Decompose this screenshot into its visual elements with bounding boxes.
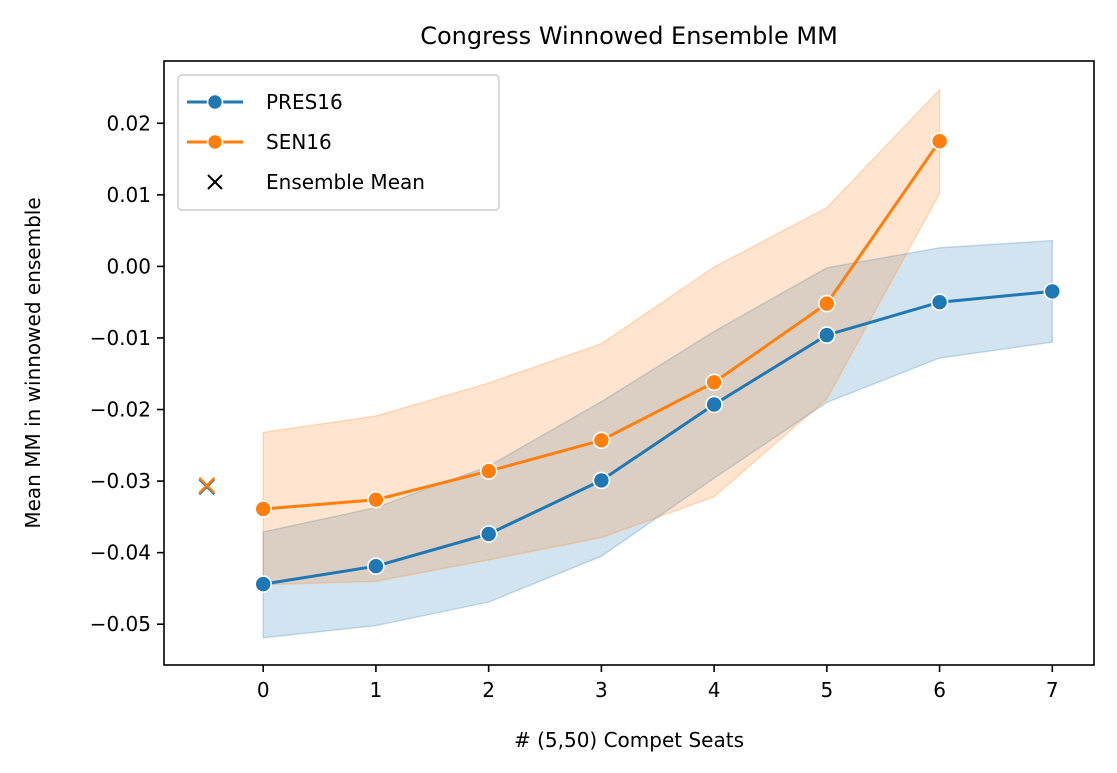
x-tick-label-3: 3 [595, 678, 608, 702]
y-tick-label-2: −0.03 [90, 469, 151, 493]
x-tick-label-7: 7 [1046, 678, 1059, 702]
legend-box [177, 74, 500, 211]
legend-sen16-marker [206, 133, 224, 151]
point-pres16-6 [930, 293, 949, 312]
point-sen16-0 [254, 500, 273, 518]
legend-ensemble-label: Ensemble Mean [266, 170, 425, 194]
confidence-bands [262, 87, 1053, 639]
legend-pres16-marker [206, 93, 224, 111]
point-sen16-5 [817, 294, 836, 313]
series-points [254, 132, 1062, 593]
point-pres16-0 [254, 575, 273, 593]
x-axis-label: # (5,50) Compet Seats [514, 728, 744, 752]
legend-sen16-label: SEN16 [266, 130, 332, 154]
y-tick-label-7: 0.02 [106, 111, 151, 135]
point-pres16-1 [367, 557, 385, 576]
y-tick-label-6: 0.01 [106, 183, 151, 207]
y-axis-ticks: −0.05 −0.04 −0.03 −0.02 −0.01 0.00 0.01 0.02 [90, 111, 164, 636]
x-tick-label-2: 2 [482, 678, 495, 702]
x-tick-label-0: 0 [257, 678, 270, 702]
y-tick-label-0: −0.05 [90, 612, 151, 636]
point-sen16-1 [367, 490, 385, 509]
point-pres16-5 [817, 326, 836, 344]
legend: PRES16 SEN16 Ensemble Mean [177, 74, 500, 211]
x-tick-label-6: 6 [933, 678, 946, 702]
plot-frame [163, 60, 1095, 666]
point-pres16-3 [592, 471, 611, 490]
point-sen16-4 [705, 373, 723, 392]
y-tick-label-5: 0.00 [106, 254, 151, 278]
band-sen16 [262, 87, 941, 586]
point-sen16-2 [479, 462, 498, 480]
chart-title: Congress Winnowed Ensemble MM [420, 22, 838, 50]
point-pres16-4 [705, 395, 723, 414]
band-pres16 [262, 239, 1053, 639]
point-pres16-7 [1043, 282, 1062, 301]
y-tick-label-4: −0.01 [90, 326, 151, 350]
legend-entry-ensemble-mean: Ensemble Mean [207, 170, 425, 194]
ensemble-mean-markers [198, 477, 216, 496]
y-tick-label-1: −0.04 [90, 541, 151, 565]
point-sen16-3 [592, 431, 611, 450]
legend-pres16-label: PRES16 [266, 90, 343, 114]
x-tick-label-4: 4 [708, 678, 721, 702]
point-sen16-6 [930, 132, 949, 150]
y-axis-label: Mean MM in winnowed ensemble [21, 197, 45, 528]
x-axis-ticks: 0 1 2 3 4 5 6 7 [257, 665, 1059, 702]
ensemble-mean-sen16 [198, 477, 216, 494]
x-tick-label-1: 1 [370, 678, 383, 702]
legend-entry-pres16: PRES16 [187, 90, 343, 114]
legend-entry-sen16: SEN16 [187, 130, 332, 154]
legend-ensemble-x-marker [207, 174, 223, 190]
point-pres16-2 [479, 525, 498, 543]
y-tick-label-3: −0.02 [90, 398, 151, 422]
line-pres16 [262, 289, 1053, 586]
x-tick-label-5: 5 [820, 678, 833, 702]
